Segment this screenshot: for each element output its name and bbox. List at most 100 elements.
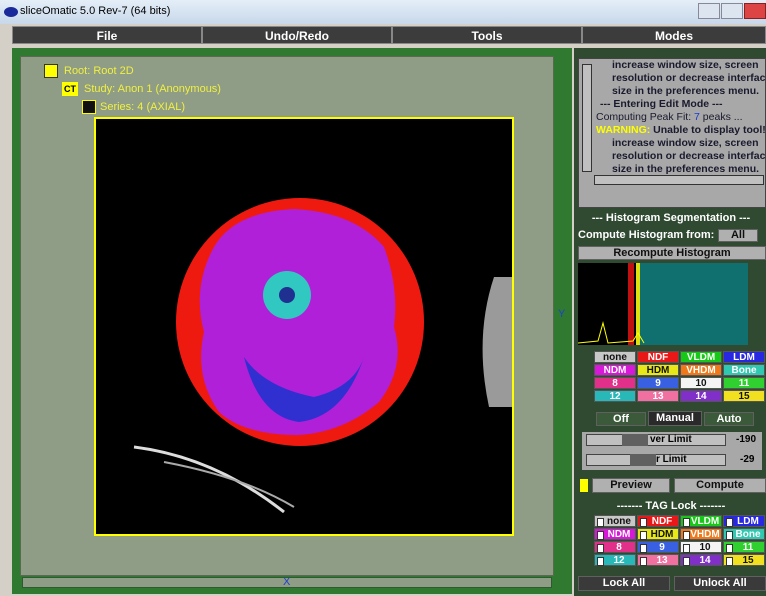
log-warning: WARNING: xyxy=(596,124,651,136)
tag-button[interactable]: NDM xyxy=(594,364,636,376)
lock-checkbox[interactable] xyxy=(640,531,647,540)
menu-file[interactable]: File xyxy=(12,26,202,44)
menu-undo[interactable]: Undo/Redo xyxy=(202,26,392,44)
limit-label: r Limit xyxy=(656,454,687,465)
lock-checkbox[interactable] xyxy=(726,557,733,566)
series-icon xyxy=(82,100,96,114)
table xyxy=(163,461,295,508)
tag-button[interactable]: 11 xyxy=(723,377,765,389)
histogram-title: --- Histogram Segmentation --- xyxy=(591,212,751,224)
tag-button[interactable]: Bone xyxy=(723,364,765,376)
lock-checkbox[interactable] xyxy=(597,544,604,553)
log-text: Unable to display tool! xyxy=(650,124,766,136)
lock-checkbox[interactable] xyxy=(683,544,690,553)
lock-tag[interactable]: 10 xyxy=(680,541,722,553)
other-leg xyxy=(482,277,512,407)
lock-tag[interactable]: HDM xyxy=(637,528,679,540)
tree-item[interactable]: Series: 4 (AXIAL) xyxy=(100,101,185,113)
tag-button[interactable]: 13 xyxy=(637,390,679,402)
maximize[interactable] xyxy=(721,3,743,19)
lock-checkbox[interactable] xyxy=(726,544,733,553)
close[interactable] xyxy=(744,3,766,19)
lock-tag[interactable]: 12 xyxy=(594,554,636,566)
lock-checkbox[interactable] xyxy=(683,557,690,566)
lock-checkbox[interactable] xyxy=(683,518,690,527)
tag-button[interactable]: LDM xyxy=(723,351,765,363)
lock-tag[interactable]: none xyxy=(594,515,636,527)
lock-tag[interactable]: NDF xyxy=(637,515,679,527)
lock-tag[interactable]: 11 xyxy=(723,541,765,553)
lock-checkbox[interactable] xyxy=(640,518,647,527)
lock-tag[interactable]: Bone xyxy=(723,528,765,540)
mode-tab[interactable]: Off xyxy=(596,412,646,426)
lock-tag[interactable]: 14 xyxy=(680,554,722,566)
minimize[interactable] xyxy=(698,3,720,19)
slider-thumb[interactable] xyxy=(622,434,648,446)
lock-all[interactable]: Lock All xyxy=(578,576,670,591)
slider[interactable] xyxy=(586,454,726,466)
ct-image xyxy=(94,117,514,536)
lock-tag[interactable]: LDM xyxy=(723,515,765,527)
lock-checkbox[interactable] xyxy=(597,518,604,527)
log-line: resolution or decrease interface xyxy=(612,150,766,162)
tag-button[interactable]: 12 xyxy=(594,390,636,402)
unlock-all[interactable]: Unlock All xyxy=(674,576,766,591)
tree-item[interactable]: Root: Root 2D xyxy=(64,65,134,77)
tag-button[interactable]: NDF xyxy=(637,351,679,363)
lock-checkbox[interactable] xyxy=(640,557,647,566)
tag-button[interactable]: HDM xyxy=(637,364,679,376)
app-icon xyxy=(4,7,18,17)
h-scroll[interactable] xyxy=(22,577,552,588)
lock-tag[interactable]: VLDM xyxy=(680,515,722,527)
mode-tab[interactable]: Auto xyxy=(704,412,754,426)
mode-tab[interactable]: Manual xyxy=(648,411,702,426)
lock-checkbox[interactable] xyxy=(726,531,733,540)
slider[interactable] xyxy=(586,434,726,446)
lock-tag[interactable]: NDM xyxy=(594,528,636,540)
tag-button[interactable]: 8 xyxy=(594,377,636,389)
lock-checkbox[interactable] xyxy=(597,531,604,540)
tag-button[interactable]: 10 xyxy=(680,377,722,389)
lock-checkbox[interactable] xyxy=(683,531,690,540)
slider-thumb[interactable] xyxy=(630,454,656,466)
tag-button[interactable]: VLDM xyxy=(680,351,722,363)
lock-tag[interactable]: 8 xyxy=(594,541,636,553)
tag-button[interactable]: none xyxy=(594,351,636,363)
log-text: peaks ... xyxy=(699,111,743,123)
limit-label: ver Limit xyxy=(650,434,692,445)
x-label: X xyxy=(283,576,291,588)
root-icon xyxy=(44,64,58,78)
lock-tag[interactable]: 15 xyxy=(723,554,765,566)
tag-button[interactable]: 9 xyxy=(637,377,679,389)
tag-button[interactable]: VHDM xyxy=(680,364,722,376)
log-line: Computing Peak Fit: 7 peaks ... xyxy=(596,111,743,123)
log-line: --- Entering Edit Mode --- xyxy=(600,98,723,110)
compute-button[interactable]: Compute xyxy=(674,478,766,493)
lock-checkbox[interactable] xyxy=(726,518,733,527)
log-line: resolution or decrease interface xyxy=(612,72,766,84)
recompute-button[interactable]: Recompute Histogram xyxy=(578,246,766,260)
menu-tools[interactable]: Tools xyxy=(392,26,582,44)
lock-tag[interactable]: 13 xyxy=(637,554,679,566)
lock-tag[interactable]: 9 xyxy=(637,541,679,553)
window-title: sliceOmatic 5.0 Rev-7 (64 bits) xyxy=(20,5,171,17)
preview-button[interactable]: Preview xyxy=(592,478,670,493)
title-bar: sliceOmatic 5.0 Rev-7 (64 bits) xyxy=(0,0,766,24)
table xyxy=(133,445,285,514)
source-selector[interactable]: All xyxy=(718,229,758,242)
muscle-region xyxy=(244,357,364,422)
tag-button[interactable]: 14 xyxy=(680,390,722,402)
log-line: size in the preferences menu. xyxy=(612,163,760,175)
log-scroll[interactable] xyxy=(582,64,592,172)
tag-lock-title: ------- TAG Lock ------- xyxy=(616,500,726,512)
lock-checkbox[interactable] xyxy=(640,544,647,553)
menu-modes[interactable]: Modes xyxy=(582,26,766,44)
lock-tag[interactable]: VHDM xyxy=(680,528,722,540)
log-text: Computing Peak Fit: xyxy=(596,111,695,123)
lock-checkbox[interactable] xyxy=(597,557,604,566)
limit-value: -190 xyxy=(736,434,757,445)
log-hscroll[interactable] xyxy=(594,175,764,185)
tree-item[interactable]: Study: Anon 1 (Anonymous) xyxy=(84,83,221,95)
tag-button[interactable]: 15 xyxy=(723,390,765,402)
